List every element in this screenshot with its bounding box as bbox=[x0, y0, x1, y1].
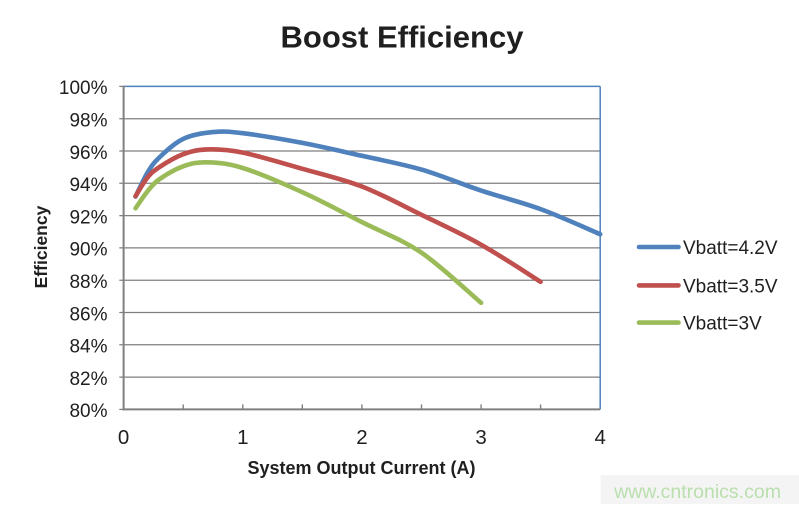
svg-text:96%: 96% bbox=[69, 143, 107, 164]
svg-text:Vbatt=4.2V: Vbatt=4.2V bbox=[683, 238, 778, 259]
svg-text:4: 4 bbox=[594, 426, 605, 449]
svg-text:84%: 84% bbox=[69, 337, 107, 358]
svg-text:Efficiency: Efficiency bbox=[31, 205, 51, 288]
svg-text:Vbatt=3V: Vbatt=3V bbox=[683, 314, 762, 335]
svg-text:www.cntronics.com: www.cntronics.com bbox=[613, 481, 781, 503]
svg-text:Vbatt=3.5V: Vbatt=3.5V bbox=[683, 276, 778, 297]
svg-text:3: 3 bbox=[475, 426, 486, 449]
svg-text:100%: 100% bbox=[59, 78, 108, 99]
svg-text:98%: 98% bbox=[69, 111, 107, 132]
svg-text:2: 2 bbox=[356, 426, 367, 449]
svg-text:86%: 86% bbox=[69, 304, 107, 325]
svg-text:94%: 94% bbox=[69, 175, 107, 196]
svg-text:80%: 80% bbox=[69, 401, 107, 422]
svg-text:90%: 90% bbox=[69, 240, 107, 261]
svg-text:88%: 88% bbox=[69, 272, 107, 293]
svg-text:1: 1 bbox=[237, 426, 248, 449]
svg-text:System Output Current (A): System Output Current (A) bbox=[247, 458, 475, 478]
svg-text:0: 0 bbox=[118, 426, 129, 449]
svg-text:Boost Efficiency: Boost Efficiency bbox=[281, 19, 525, 54]
svg-text:92%: 92% bbox=[69, 207, 107, 228]
svg-text:82%: 82% bbox=[69, 369, 107, 390]
